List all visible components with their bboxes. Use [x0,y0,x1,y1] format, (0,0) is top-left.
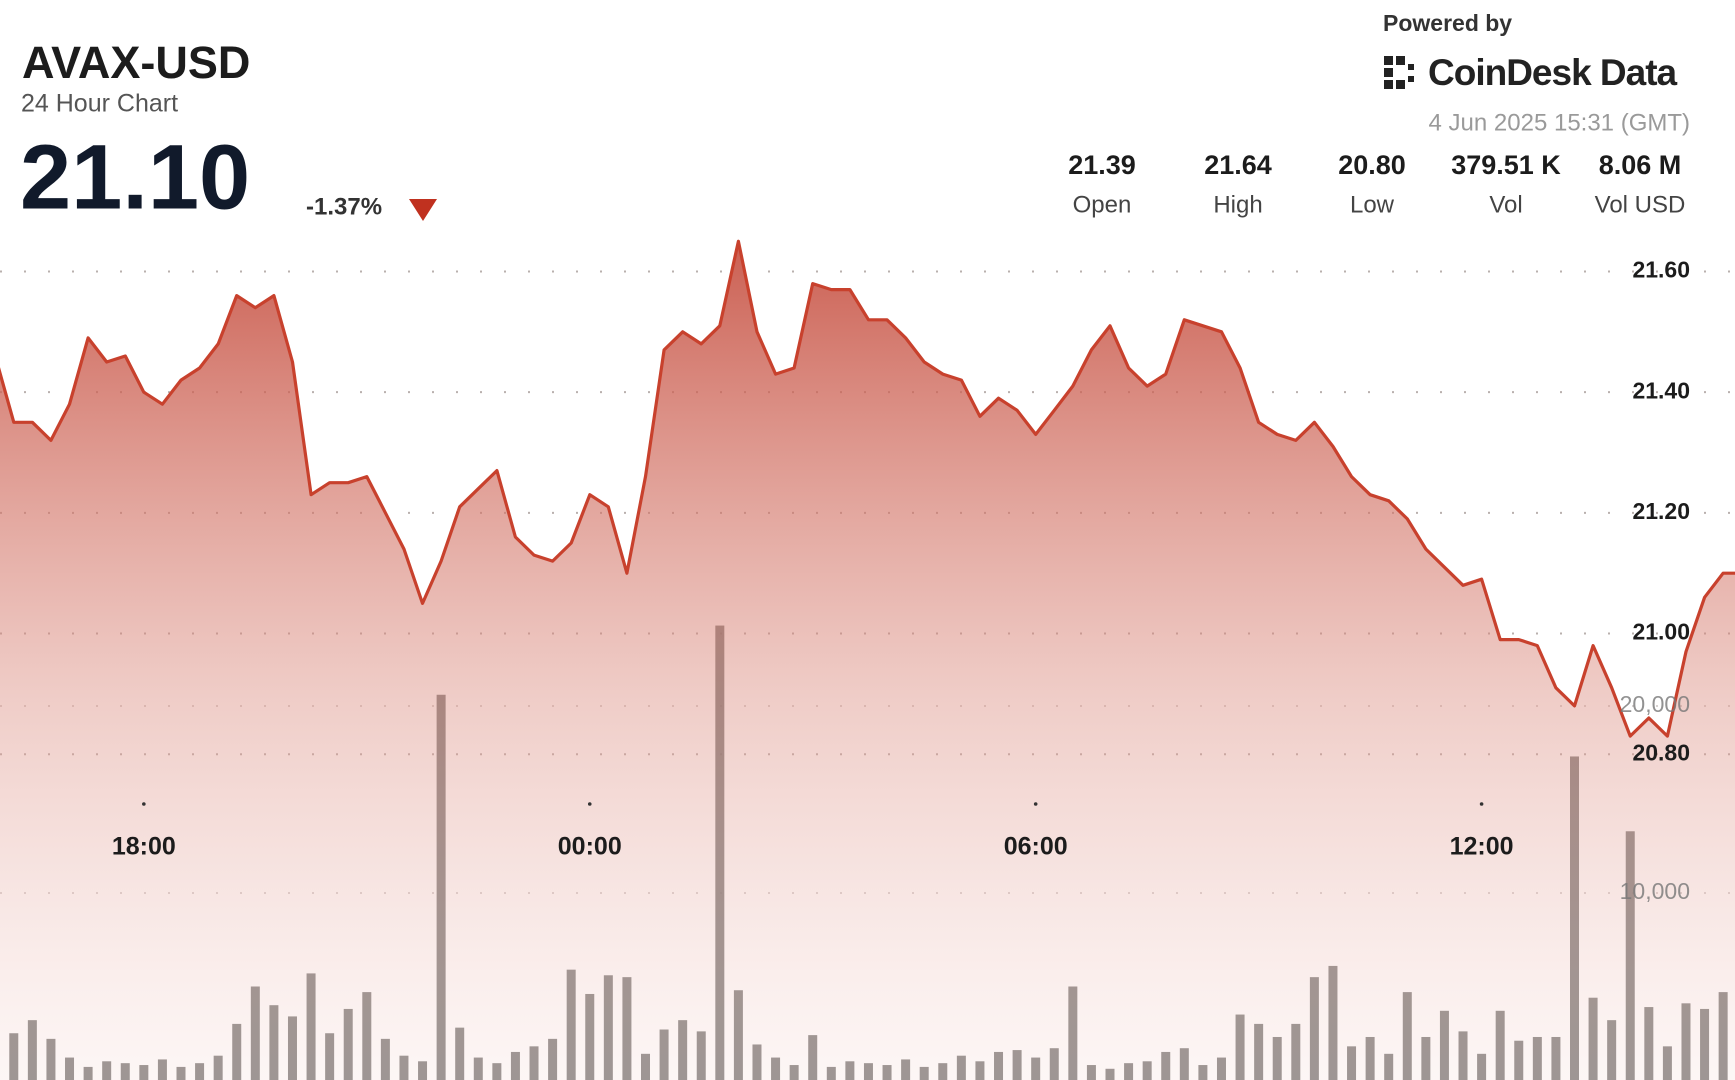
brand: CoinDesk Data [1428,52,1678,93]
price-line [0,239,1735,738]
x-tick [1033,802,1038,806]
powered-by: Powered by [1383,10,1512,36]
price: 21.10 [20,126,250,228]
price-area [0,239,1735,1080]
timestamp: 4 Jun 2025 15:31 (GMT) [1429,109,1690,136]
symbol: AVAX-USD [22,37,250,88]
stat-label: Open [1073,191,1132,218]
down-arrow [409,199,437,221]
stat-label: High [1213,191,1262,218]
y-tick-label: 21.60 [1632,257,1690,283]
x-tick [142,802,146,806]
stat-label: Vol [1489,191,1522,218]
price-area-fill [0,241,1735,1080]
y-tick-label: 21.00 [1632,619,1690,645]
x-tick [587,802,592,806]
stat-value: 8.06 M [1599,150,1682,180]
x-tick-label: 00:00 [558,833,622,861]
y-tick-label: 21.40 [1632,377,1690,403]
plot-area: 20.80 21.00 21.20 21.40 21.60 10,000 20,000 18:… [0,239,1735,1080]
y-tick-label: 21.20 [1632,498,1690,524]
stat-value: 21.64 [1204,150,1272,180]
subtitle: 24 Hour Chart [21,90,178,118]
header: AVAX-USD 24 Hour Chart 21.10 -1.37% Powe… [20,10,1690,228]
y2-tick-label: 10,000 [1620,878,1690,904]
change: -1.37% [306,193,382,220]
stat-value: 20.80 [1338,150,1406,180]
brand-logo [1384,56,1414,89]
stat-label: Low [1350,191,1395,218]
axis-labels: 20.80 21.00 21.20 21.40 21.60 10,000 20,000 18:… [112,257,1690,904]
x-tick [1479,802,1484,806]
stat-label: Vol USD [1595,191,1686,218]
y2-tick-label: 20,000 [1620,691,1690,717]
x-tick-label: 12:00 [1450,833,1514,861]
y-tick-label: 20.80 [1632,739,1690,765]
x-tick-label: 18:00 [112,833,176,861]
stat-value: 21.39 [1068,150,1136,180]
stat-value: 379.51 K [1451,150,1561,180]
x-tick-label: 06:00 [1004,833,1068,861]
